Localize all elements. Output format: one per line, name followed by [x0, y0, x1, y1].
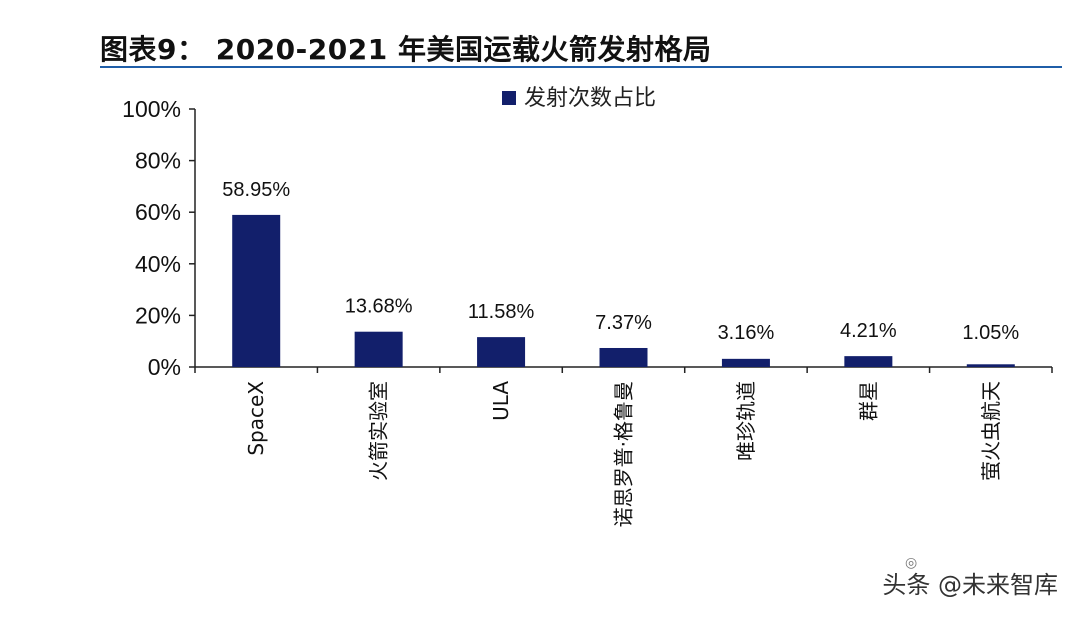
bar	[844, 356, 893, 367]
x-axis	[194, 366, 1053, 373]
legend: 发射次数占比	[502, 86, 656, 111]
data-label: 11.58%	[468, 301, 535, 323]
legend-label: 发射次数占比	[524, 86, 656, 111]
bar	[599, 347, 648, 367]
wechat-logo-icon: ◎	[905, 555, 918, 571]
bar	[477, 337, 526, 367]
data-label: 4.21%	[840, 320, 897, 342]
data-labels: 58.95% 13.68% 11.58% 7.37% 3.16% 4.21% 1.05%	[222, 179, 1019, 344]
category-label: 火箭实验室	[367, 381, 391, 481]
bar	[354, 331, 403, 367]
category-label: 诺思罗普·格鲁曼	[612, 381, 636, 527]
category-label: 萤火虫航天	[979, 381, 1003, 481]
category-labels: SpaceX 火箭实验室 ULA 诺思罗普·格鲁曼 唯珍轨道 群星 萤火虫航天	[244, 381, 1003, 528]
y-tick-label: 80%	[135, 148, 181, 174]
bar	[966, 364, 1015, 367]
data-label: 58.95%	[222, 179, 290, 201]
legend-swatch	[502, 91, 516, 105]
data-label: 1.05%	[962, 322, 1019, 344]
bar	[232, 214, 281, 367]
y-axis: 0% 20% 40% 60% 80% 100%	[122, 96, 196, 380]
data-label: 7.37%	[595, 312, 652, 334]
category-label: SpaceX	[244, 381, 268, 456]
title-divider	[100, 66, 1062, 68]
chart-title: 图表9： 2020-2021 年美国运载火箭发射格局	[100, 33, 712, 66]
y-tick-label: 40%	[135, 251, 181, 277]
category-label: ULA	[489, 381, 513, 421]
y-tick-label: 100%	[122, 96, 181, 122]
data-label: 13.68%	[345, 296, 413, 318]
y-tick-label: 0%	[148, 354, 181, 380]
data-label: 3.16%	[718, 322, 775, 344]
bar	[721, 358, 770, 367]
bars	[232, 214, 1015, 367]
y-tick-label: 60%	[135, 199, 181, 225]
y-tick-label: 20%	[135, 302, 181, 328]
category-label: 唯珍轨道	[734, 381, 758, 461]
watermark: 头条 @未来智库	[882, 571, 1058, 599]
category-label: 群星	[856, 381, 880, 421]
